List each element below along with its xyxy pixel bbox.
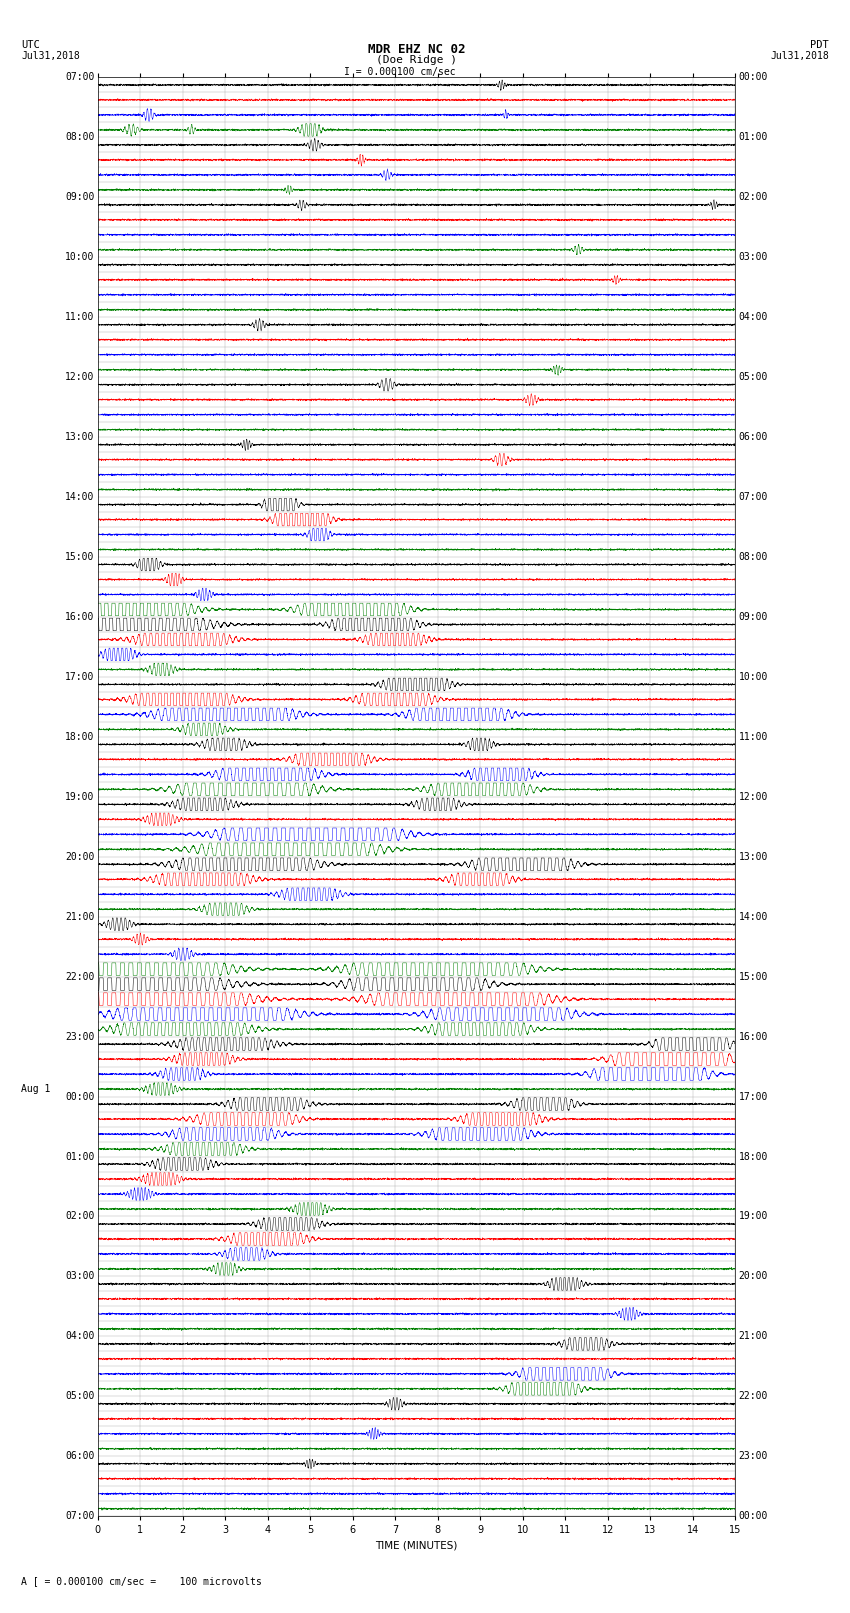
Text: 22:00: 22:00 [739, 1392, 768, 1402]
Text: (Doe Ridge ): (Doe Ridge ) [376, 55, 457, 66]
Text: 07:00: 07:00 [65, 1511, 94, 1521]
Text: 17:00: 17:00 [739, 1092, 768, 1102]
Text: 21:00: 21:00 [739, 1331, 768, 1342]
Text: 02:00: 02:00 [739, 192, 768, 202]
Text: 16:00: 16:00 [739, 1032, 768, 1042]
Text: 04:00: 04:00 [65, 1331, 94, 1342]
Text: 15:00: 15:00 [65, 552, 94, 561]
Text: 06:00: 06:00 [65, 1452, 94, 1461]
Text: 05:00: 05:00 [65, 1392, 94, 1402]
Text: Aug 1: Aug 1 [20, 1084, 50, 1094]
Text: 19:00: 19:00 [739, 1211, 768, 1221]
Text: 02:00: 02:00 [65, 1211, 94, 1221]
Text: 03:00: 03:00 [65, 1271, 94, 1281]
Text: 05:00: 05:00 [739, 373, 768, 382]
Text: 19:00: 19:00 [65, 792, 94, 802]
Text: 04:00: 04:00 [739, 313, 768, 323]
Text: 08:00: 08:00 [739, 552, 768, 561]
Text: 16:00: 16:00 [65, 611, 94, 623]
Text: 21:00: 21:00 [65, 911, 94, 921]
Text: 03:00: 03:00 [739, 252, 768, 263]
Text: 20:00: 20:00 [739, 1271, 768, 1281]
Text: 22:00: 22:00 [65, 971, 94, 982]
Text: UTC: UTC [21, 40, 40, 50]
Text: 12:00: 12:00 [739, 792, 768, 802]
Text: 01:00: 01:00 [65, 1152, 94, 1161]
Text: 20:00: 20:00 [65, 852, 94, 861]
Text: 09:00: 09:00 [739, 611, 768, 623]
Text: Jul31,2018: Jul31,2018 [770, 52, 829, 61]
Text: 07:00: 07:00 [65, 73, 94, 82]
Text: 23:00: 23:00 [65, 1032, 94, 1042]
Text: 11:00: 11:00 [65, 313, 94, 323]
Text: 10:00: 10:00 [739, 673, 768, 682]
Text: 11:00: 11:00 [739, 732, 768, 742]
X-axis label: TIME (MINUTES): TIME (MINUTES) [376, 1540, 457, 1550]
Text: 17:00: 17:00 [65, 673, 94, 682]
Text: 00:00: 00:00 [739, 1511, 768, 1521]
Text: 14:00: 14:00 [65, 492, 94, 502]
Text: Jul31,2018: Jul31,2018 [21, 52, 80, 61]
Text: 06:00: 06:00 [739, 432, 768, 442]
Text: 13:00: 13:00 [739, 852, 768, 861]
Text: 14:00: 14:00 [739, 911, 768, 921]
Text: MDR EHZ NC 02: MDR EHZ NC 02 [368, 42, 465, 56]
Text: A [ = 0.000100 cm/sec =    100 microvolts: A [ = 0.000100 cm/sec = 100 microvolts [21, 1576, 262, 1586]
Text: 00:00: 00:00 [739, 73, 768, 82]
Text: 15:00: 15:00 [739, 971, 768, 982]
Text: I = 0.000100 cm/sec: I = 0.000100 cm/sec [343, 66, 456, 77]
Text: 10:00: 10:00 [65, 252, 94, 263]
Text: PDT: PDT [810, 40, 829, 50]
Text: 13:00: 13:00 [65, 432, 94, 442]
Text: 08:00: 08:00 [65, 132, 94, 142]
Text: 18:00: 18:00 [65, 732, 94, 742]
Text: 01:00: 01:00 [739, 132, 768, 142]
Text: 09:00: 09:00 [65, 192, 94, 202]
Text: 00:00: 00:00 [65, 1092, 94, 1102]
Text: 07:00: 07:00 [739, 492, 768, 502]
Text: 12:00: 12:00 [65, 373, 94, 382]
Text: 23:00: 23:00 [739, 1452, 768, 1461]
Text: 18:00: 18:00 [739, 1152, 768, 1161]
